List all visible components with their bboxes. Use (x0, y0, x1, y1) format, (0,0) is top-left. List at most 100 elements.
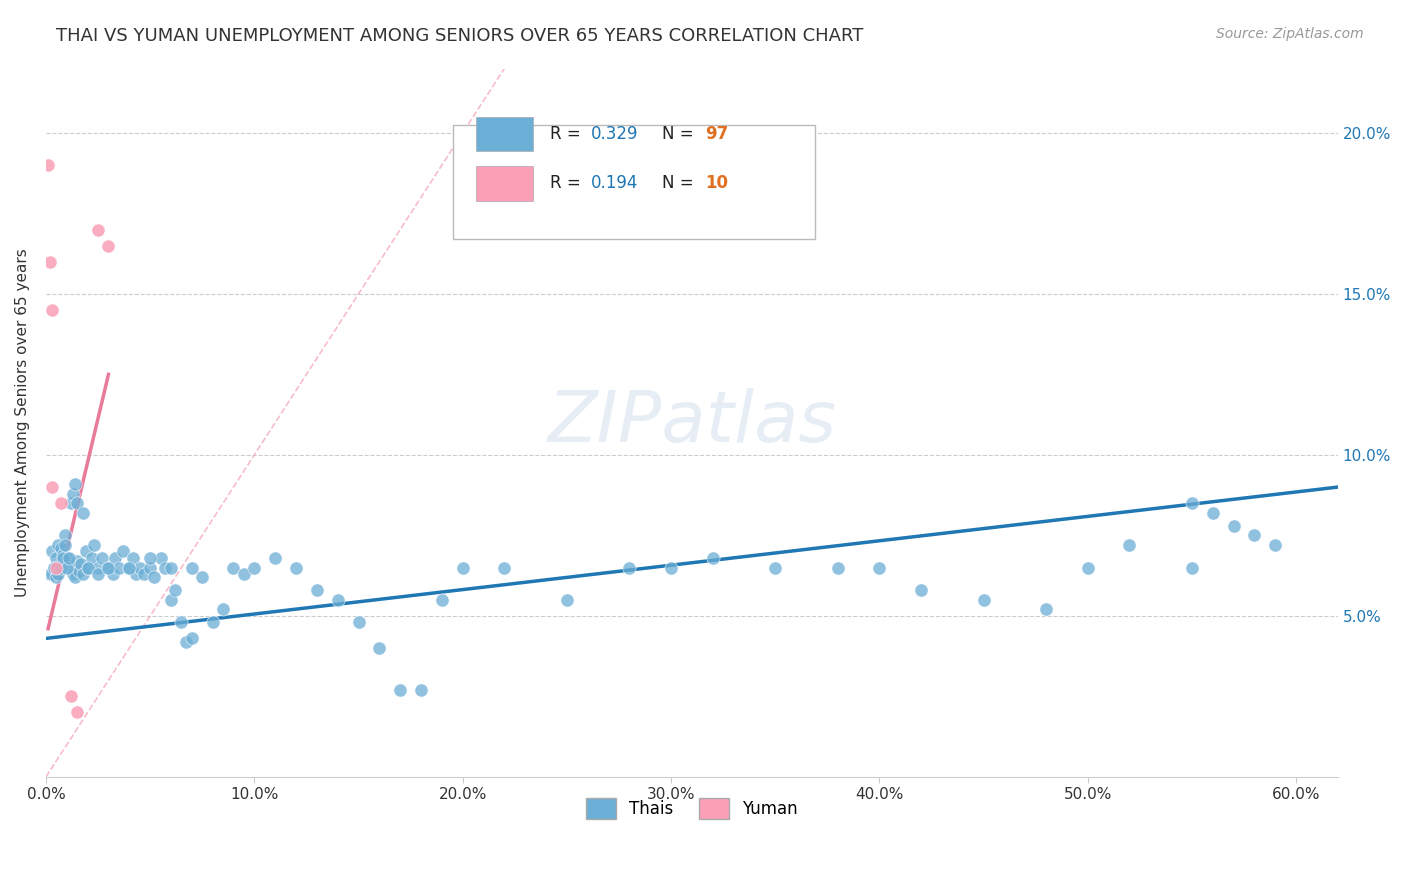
Point (973, 592, 995, 607)
Point (76, 560, 98, 574)
Point (59, 560, 82, 574)
Point (232, 567, 254, 582)
Point (104, 550, 127, 565)
Point (63, 570, 86, 584)
Point (49, 541, 72, 556)
Point (67, 564, 90, 578)
Point (124, 567, 146, 582)
Point (1118, 538, 1140, 552)
Text: R =: R = (550, 125, 586, 143)
Point (44, 560, 66, 574)
Point (45, 570, 67, 584)
Point (63, 476, 86, 491)
Point (659, 560, 682, 574)
Point (39, 254, 62, 268)
Point (52, 548, 75, 562)
Text: Source: ZipAtlas.com: Source: ZipAtlas.com (1216, 27, 1364, 41)
Point (165, 583, 187, 598)
Point (1181, 496, 1204, 510)
Point (70, 558, 93, 572)
Point (153, 560, 176, 574)
Point (49, 560, 72, 574)
Point (180, 560, 202, 574)
Point (222, 560, 245, 574)
Point (66, 706, 89, 720)
Text: 10: 10 (704, 174, 728, 193)
Point (80, 550, 103, 565)
Point (87, 560, 110, 574)
Point (41, 567, 63, 582)
Point (62, 486, 84, 500)
Point (112, 544, 135, 558)
Point (118, 560, 141, 574)
Point (75, 544, 97, 558)
Point (52, 550, 75, 565)
Point (868, 560, 890, 574)
Text: ZIPatlas: ZIPatlas (547, 388, 837, 458)
Point (368, 641, 391, 656)
Point (66, 554, 89, 568)
Point (58, 550, 80, 565)
Point (118, 560, 141, 574)
Point (97, 238, 120, 252)
FancyBboxPatch shape (477, 117, 533, 152)
Point (72, 567, 94, 582)
Point (48, 538, 70, 552)
Point (108, 560, 131, 574)
Text: N =: N = (662, 174, 699, 193)
Point (139, 560, 162, 574)
Point (160, 560, 183, 574)
Point (180, 632, 202, 646)
Text: 97: 97 (704, 125, 728, 143)
Point (243, 560, 266, 574)
Point (66, 496, 89, 510)
Point (1035, 602, 1057, 616)
Point (139, 550, 162, 565)
Point (53, 528, 76, 542)
Point (160, 592, 183, 607)
Point (326, 592, 349, 607)
Point (59, 690, 82, 704)
Point (702, 550, 724, 565)
Point (76, 560, 98, 574)
Point (44, 560, 66, 574)
Point (389, 682, 412, 697)
Point (59, 496, 82, 510)
Point (101, 567, 124, 582)
Point (264, 550, 287, 565)
Point (87, 222, 110, 236)
Text: THAI VS YUMAN UNEMPLOYMENT AMONG SENIORS OVER 65 YEARS CORRELATION CHART: THAI VS YUMAN UNEMPLOYMENT AMONG SENIORS… (56, 27, 863, 45)
Point (56, 550, 79, 565)
FancyBboxPatch shape (477, 166, 533, 201)
Point (619, 560, 641, 574)
Point (1202, 506, 1225, 520)
Point (97, 560, 120, 574)
Point (1264, 538, 1286, 552)
Point (72, 506, 94, 520)
Point (451, 560, 474, 574)
Point (41, 480, 63, 494)
Point (45, 550, 67, 565)
Point (305, 583, 328, 598)
Point (39, 567, 62, 582)
Point (97, 560, 120, 574)
Point (285, 560, 308, 574)
Point (48, 567, 70, 582)
Point (143, 570, 166, 584)
Point (45, 560, 67, 574)
Point (174, 634, 197, 648)
Point (1077, 560, 1099, 574)
Point (1243, 528, 1265, 542)
Point (149, 550, 172, 565)
Point (83, 538, 105, 552)
Point (910, 583, 932, 598)
Text: 0.329: 0.329 (591, 125, 638, 143)
Point (1181, 560, 1204, 574)
Point (191, 570, 214, 584)
Point (201, 615, 224, 630)
Point (1222, 518, 1244, 533)
Text: N =: N = (662, 125, 699, 143)
FancyBboxPatch shape (453, 125, 814, 238)
Point (37, 158, 59, 172)
Text: R =: R = (550, 174, 586, 193)
